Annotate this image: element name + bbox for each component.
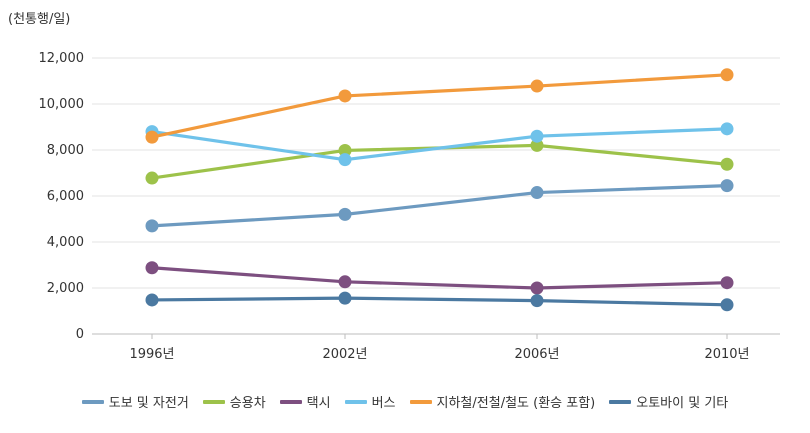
- series-4-point: [530, 79, 544, 93]
- legend-swatch: [202, 399, 225, 404]
- series-1-point: [145, 171, 159, 185]
- chart-legend: 도보 및 자전거 승용차 택시 버스 지하철/전철/철도 (환승 포함) 오토바이 및 기…: [0, 392, 810, 411]
- series-5-point: [530, 294, 544, 308]
- x-tick-label: 2010년: [704, 347, 749, 362]
- legend-item: 도보 및 자전거: [81, 392, 189, 411]
- y-tick-label: 8,000: [47, 143, 84, 158]
- legend-label: 택시: [306, 396, 331, 411]
- series-5-point: [145, 293, 159, 307]
- legend-item: 오토바이 및 기타: [609, 392, 728, 411]
- series-2-point: [530, 281, 544, 295]
- series-3-point: [530, 129, 544, 143]
- series-0-point: [530, 186, 544, 200]
- legend-item: 택시: [279, 392, 331, 411]
- legend-swatch: [344, 399, 367, 404]
- legend-label: 도보 및 자전거: [108, 396, 189, 411]
- series-4-point: [720, 68, 734, 82]
- legend-swatch: [609, 399, 632, 404]
- y-tick-label: 0: [76, 327, 84, 342]
- series-0-point: [145, 219, 159, 233]
- x-tick-label: 2002년: [322, 347, 367, 362]
- legend-label: 승용차: [229, 396, 266, 411]
- series-2-point: [338, 275, 352, 289]
- y-tick-label: 6,000: [47, 189, 84, 204]
- series-line-3: [151, 127, 728, 162]
- x-tick-label: 1996년: [129, 347, 174, 362]
- legend-item: 버스: [344, 392, 396, 411]
- series-line-4: [151, 73, 728, 139]
- series-2-point: [145, 261, 159, 275]
- series-0-point: [338, 207, 352, 221]
- x-tick-label: 2006년: [514, 347, 559, 362]
- series-1-point: [338, 143, 352, 157]
- series-1-point: [530, 138, 544, 152]
- series-line-5: [151, 296, 728, 307]
- y-tick-label: 2,000: [47, 281, 84, 296]
- series-2-point: [720, 276, 734, 290]
- legend-swatch: [409, 399, 432, 404]
- y-tick-label: 4,000: [47, 235, 84, 250]
- legend-label: 오토바이 및 기타: [636, 396, 729, 411]
- series-5-point: [720, 298, 734, 312]
- legend-swatch: [81, 399, 104, 404]
- series-4-point: [145, 130, 159, 144]
- y-tick-label: 12,000: [39, 51, 85, 66]
- legend-item: 지하철/전철/철도 (환승 포함): [409, 392, 596, 411]
- legend-item: 승용차: [202, 392, 266, 411]
- series-line-2: [151, 266, 728, 290]
- series-4-point: [338, 89, 352, 103]
- series-5-point: [338, 291, 352, 305]
- series-3-point: [720, 122, 734, 136]
- series-1-point: [720, 157, 734, 171]
- series-line-0: [151, 184, 728, 228]
- series-0-point: [720, 179, 734, 193]
- y-axis-unit-label: (천통행/일): [8, 12, 71, 27]
- y-tick-label: 10,000: [39, 97, 85, 112]
- series-3-point: [338, 153, 352, 167]
- legend-label: 버스: [371, 396, 396, 411]
- legend-label: 지하철/전철/철도 (환승 포함): [436, 396, 596, 411]
- legend-swatch: [279, 399, 302, 404]
- line-chart: 0 2,000 4,000 6,000 8,000 10,000 12,000 1996년 20…: [39, 51, 780, 362]
